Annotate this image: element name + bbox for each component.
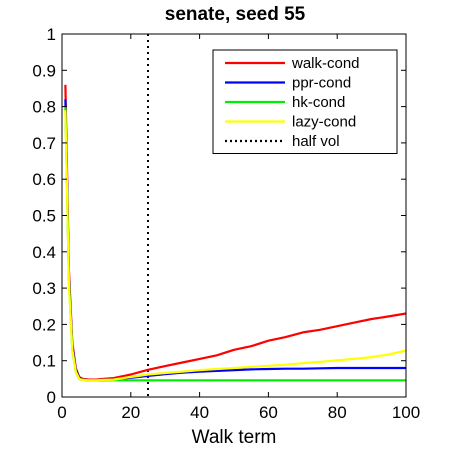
y-axis: 0 0.1 0.2 0.3 0.4 0.5 0.6 0.7 0.8 0.9 1 — [32, 25, 406, 407]
x-tick-label: 60 — [259, 403, 278, 422]
series-lines — [64, 84, 407, 382]
y-tick-label: 0.3 — [32, 279, 56, 298]
series-line-lazy-cond — [64, 110, 407, 382]
chart-title: senate, seed 55 — [165, 4, 306, 25]
y-tick-label: 0.2 — [32, 315, 56, 334]
y-tick-label: 0 — [47, 388, 56, 407]
y-tick-label: 0.6 — [32, 170, 56, 189]
x-tick-label: 80 — [328, 403, 347, 422]
y-tick-label: 0.9 — [32, 61, 56, 80]
x-tick-label: 100 — [392, 403, 420, 422]
y-tick-label: 0.7 — [32, 134, 56, 153]
y-tick-label: 0.8 — [32, 98, 56, 117]
y-tick-label: 0.4 — [32, 243, 56, 262]
y-tick-label: 0.1 — [32, 352, 56, 371]
y-tick-label: 0.5 — [32, 207, 56, 226]
legend-label: lazy-cond — [292, 114, 356, 131]
x-axis-label: Walk term — [192, 427, 277, 448]
x-tick-label: 20 — [121, 403, 140, 422]
x-axis: 0 20 40 60 80 100 — [57, 34, 420, 422]
legend-label: walk-cond — [291, 55, 360, 72]
legend: walk-cond ppr-cond hk-cond lazy-cond half vo… — [212, 49, 398, 154]
x-tick-label: 40 — [190, 403, 209, 422]
legend-label: half vol — [292, 133, 340, 150]
y-tick-label: 1 — [47, 25, 56, 44]
x-tick-label: 0 — [57, 403, 66, 422]
legend-label: ppr-cond — [292, 75, 351, 92]
legend-label: hk-cond — [292, 94, 345, 111]
